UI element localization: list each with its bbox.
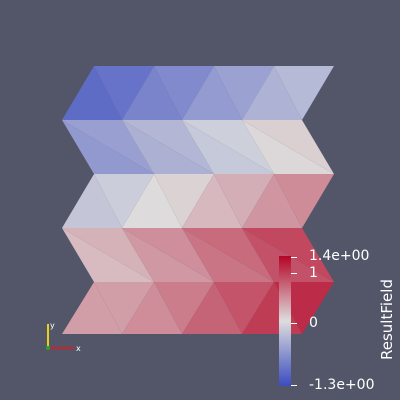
mesh-cell: [182, 120, 274, 174]
color-legend-bar: [279, 256, 291, 386]
axis-x-label: x: [76, 344, 81, 353]
mesh-cell: [214, 174, 274, 228]
mesh-cell: [122, 120, 214, 174]
mesh-cell: [242, 66, 302, 120]
mesh-cell: [182, 174, 242, 228]
mesh-cell: [62, 282, 122, 334]
mesh-cell: [94, 174, 154, 228]
colorbar-title: ResultField: [378, 279, 396, 360]
mesh-cell: [182, 66, 242, 120]
mesh-cell: [122, 174, 182, 228]
mesh-cell: [274, 66, 334, 120]
mesh-cell: [94, 66, 154, 120]
colorbar-max-tick: [291, 257, 297, 258]
colorbar-min-label: -1.3e+00: [309, 377, 375, 393]
colorbar-tick-0-label: 0: [309, 315, 318, 331]
colorbar-max-label: 1.4e+00: [309, 248, 370, 264]
mesh-cell: [62, 228, 154, 282]
mesh-cell: [122, 66, 182, 120]
mesh-cell: [274, 174, 334, 228]
mesh-cell: [214, 282, 274, 334]
mesh-cell: [182, 228, 274, 282]
colorbar-tick-1-label: 1: [309, 265, 318, 281]
mesh-cell: [182, 282, 242, 334]
mesh-cell: [242, 228, 334, 282]
mesh-cell: [122, 228, 214, 282]
mesh-cell: [62, 66, 122, 120]
orientation-axes: x y: [46, 321, 81, 353]
mesh-cell: [214, 66, 274, 120]
mesh-cell: [242, 120, 334, 174]
mesh-cell: [154, 174, 214, 228]
mesh-cell: [122, 282, 182, 334]
colorbar-tick-1: [291, 273, 297, 274]
colorbar-min-tick: [291, 385, 297, 386]
colorbar-tick-0: [291, 323, 297, 324]
mesh-cell: [154, 66, 214, 120]
mesh-cell: [62, 120, 154, 174]
axis-y-label: y: [50, 321, 55, 330]
mesh-cell: [62, 174, 122, 228]
mesh-cell: [94, 282, 154, 334]
mesh-cell: [242, 174, 302, 228]
mesh-cell: [154, 282, 214, 334]
